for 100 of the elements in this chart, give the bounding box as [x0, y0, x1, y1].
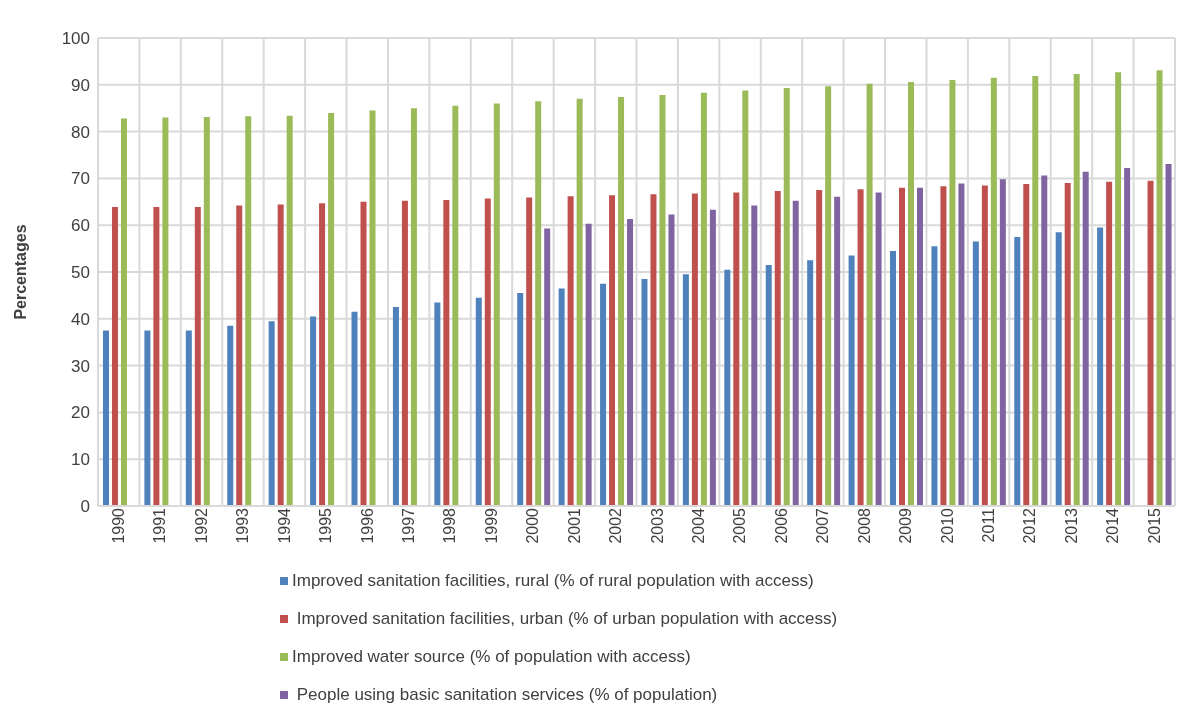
- bar: [700, 92, 707, 506]
- bar: [475, 297, 482, 506]
- bar: [890, 250, 897, 506]
- bar: [1055, 232, 1062, 506]
- bar: [484, 198, 491, 506]
- x-tick-label: 1999: [482, 507, 500, 544]
- bar: [310, 316, 317, 506]
- y-tick-label: 30: [71, 356, 90, 376]
- bar: [1032, 75, 1039, 506]
- x-tick-label: 2012: [1021, 507, 1039, 544]
- bar: [185, 330, 192, 506]
- legend-label: People using basic sanitation services (% of population): [295, 685, 718, 705]
- y-tick-label: 40: [71, 309, 90, 329]
- bar: [544, 228, 551, 506]
- bar: [709, 209, 716, 506]
- x-tick-label: 2005: [731, 507, 749, 544]
- x-tick-label: 2000: [524, 507, 542, 544]
- y-tick-label: 100: [61, 29, 90, 49]
- bar: [917, 187, 924, 506]
- bar: [783, 88, 790, 506]
- bar: [268, 321, 275, 506]
- bar: [931, 246, 938, 506]
- bar: [493, 103, 500, 506]
- x-tick-label: 2015: [1145, 507, 1163, 544]
- x-tick-label: 1993: [234, 507, 252, 544]
- bar: [691, 193, 698, 506]
- bar: [848, 255, 855, 506]
- bar: [908, 81, 915, 506]
- bar: [972, 241, 979, 506]
- bar: [194, 206, 201, 506]
- bar: [245, 116, 252, 506]
- bar: [526, 197, 533, 506]
- bar: [875, 192, 882, 506]
- bar: [1115, 72, 1122, 506]
- bar: [369, 110, 376, 506]
- bar: [774, 191, 781, 506]
- bar: [576, 98, 583, 506]
- legend-label: Improved water source (% of population with access): [292, 647, 691, 667]
- bar: [1064, 183, 1071, 506]
- bar: [668, 214, 675, 506]
- bar: [682, 274, 689, 506]
- bar: [999, 179, 1006, 506]
- bar: [410, 108, 417, 506]
- bar: [1073, 74, 1080, 506]
- bar: [153, 206, 160, 506]
- bar: [517, 293, 524, 506]
- bar: [227, 325, 234, 506]
- bar: [443, 199, 450, 506]
- x-tick-label: 2001: [565, 507, 583, 544]
- bar: [1124, 168, 1131, 506]
- bar: [940, 186, 947, 506]
- x-tick-label: 2009: [897, 507, 915, 544]
- bar: [958, 183, 965, 506]
- bar: [1106, 181, 1113, 506]
- y-tick-label: 50: [71, 263, 90, 283]
- bar: [102, 330, 109, 506]
- x-tick-label: 1994: [275, 507, 293, 544]
- x-tick-label: 1998: [441, 507, 459, 544]
- bar: [277, 204, 284, 506]
- bar: [1165, 163, 1172, 506]
- y-tick-label: 60: [71, 216, 90, 236]
- bar: [659, 95, 666, 506]
- bar: [558, 288, 565, 506]
- bar: [618, 96, 625, 506]
- bar: [990, 77, 997, 506]
- x-tick-label: 1991: [151, 507, 169, 544]
- bar: [751, 205, 758, 506]
- x-tick-label: 2002: [607, 507, 625, 544]
- y-axis-title: Percentages: [11, 224, 29, 320]
- x-tick-label: 2003: [648, 507, 666, 544]
- bar: [857, 189, 864, 506]
- bar: [351, 311, 358, 506]
- bar: [111, 206, 118, 506]
- bar: [627, 219, 634, 506]
- bar: [144, 330, 151, 506]
- y-tick-label: 10: [71, 450, 90, 470]
- bar: [1014, 236, 1021, 506]
- bar: [825, 86, 832, 506]
- bar: [1041, 175, 1048, 506]
- bar: [1082, 171, 1089, 506]
- bar: [434, 302, 441, 506]
- legend-label: Improved sanitation facilities, urban (% of urban population with access): [295, 609, 838, 629]
- y-tick-label: 90: [71, 75, 90, 95]
- bar: [609, 195, 616, 506]
- bar: [641, 279, 648, 506]
- bar: [1023, 184, 1030, 506]
- bar: [585, 223, 592, 506]
- bar: [203, 117, 210, 506]
- bar: [392, 307, 399, 506]
- x-tick-label: 1995: [317, 507, 335, 544]
- y-tick-label: 20: [71, 403, 90, 423]
- x-tick-label: 1990: [110, 507, 128, 544]
- bar: [742, 90, 749, 506]
- x-tick-label: 2007: [814, 507, 832, 544]
- bar: [834, 196, 841, 506]
- bar: [724, 269, 731, 506]
- bar: [1147, 180, 1154, 506]
- bar: [866, 83, 873, 506]
- y-tick-label: 80: [71, 122, 90, 142]
- x-tick-label: 2006: [772, 507, 790, 544]
